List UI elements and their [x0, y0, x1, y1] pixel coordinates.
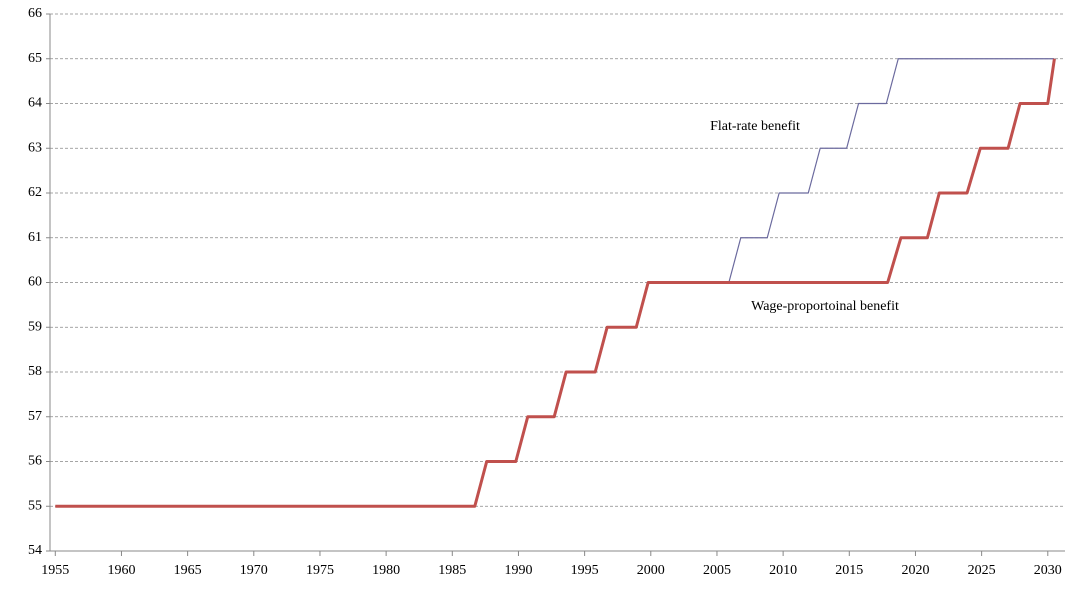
series-label: Wage-proportoinal benefit	[751, 299, 899, 314]
y-tick-label: 59	[28, 319, 42, 334]
x-tick-label: 2025	[968, 563, 996, 578]
y-tick-label: 56	[28, 454, 42, 469]
y-tick-label: 58	[28, 364, 42, 379]
y-tick-label: 63	[28, 140, 42, 155]
x-tick-label: 1955	[41, 563, 69, 578]
y-tick-label: 57	[28, 409, 42, 424]
x-tick-label: 1980	[372, 563, 400, 578]
x-tick-label: 2010	[769, 563, 797, 578]
x-tick-label: 2020	[901, 563, 929, 578]
x-tick-label: 2015	[835, 563, 863, 578]
x-tick-label: 2000	[637, 563, 665, 578]
y-tick-label: 61	[28, 230, 42, 245]
line-series	[55, 58, 1056, 508]
x-tick-label: 2005	[703, 563, 731, 578]
y-tick-label: 60	[28, 275, 42, 290]
x-tick-label: 1975	[306, 563, 334, 578]
x-tick-label: 1995	[571, 563, 599, 578]
y-tick-label: 62	[28, 185, 42, 200]
y-tick-label: 64	[28, 96, 42, 111]
x-tick-label: 1965	[174, 563, 202, 578]
x-tick-label: 1985	[438, 563, 466, 578]
x-tick-label: 1990	[504, 563, 532, 578]
line-series	[728, 58, 1055, 283]
y-tick-label: 65	[28, 51, 42, 66]
y-tick-label: 55	[28, 498, 42, 513]
x-tick-label: 2030	[1034, 563, 1062, 578]
y-tick-label: 66	[28, 6, 42, 21]
x-tick-label: 1970	[240, 563, 268, 578]
x-tick-label: 1960	[107, 563, 135, 578]
series-label: Flat-rate benefit	[710, 119, 800, 134]
y-tick-label: 54	[28, 543, 42, 558]
